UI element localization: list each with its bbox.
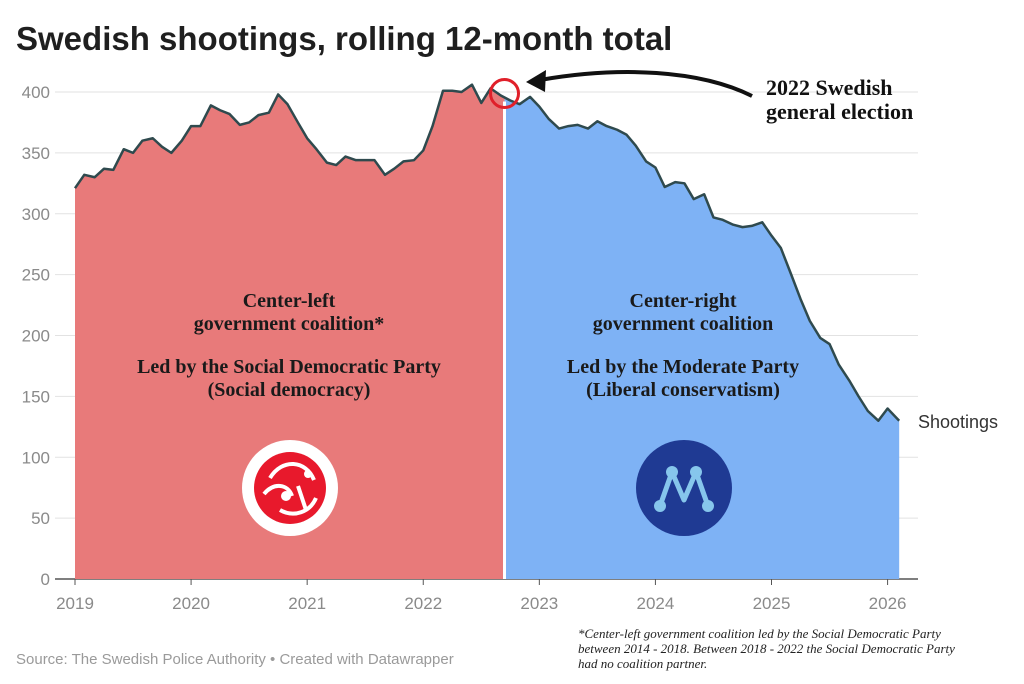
right-area-region [504,96,900,580]
left-coalition-line1: Center-left [243,290,336,312]
source-note: Source: The Swedish Police Authority • C… [16,651,454,668]
series-line-group [73,83,901,422]
x-tick-2023: 2023 [520,594,558,613]
x-tick-labels: 2019 2020 2021 2022 2023 2024 2025 2026 [56,579,907,613]
x-tick-2020: 2020 [172,594,210,613]
x-tick-2025: 2025 [753,594,791,613]
x-tick-2026: 2026 [869,594,907,613]
annotation-arrowhead-icon [526,70,546,92]
x-tick-2019: 2019 [56,594,94,613]
right-coalition-line1: Center-right [630,290,737,312]
left-party-line1: Led by the Social Democratic Party [137,356,441,378]
y-tick-100: 100 [22,448,50,467]
x-tick-2022: 2022 [404,594,442,613]
annotation-arrow [539,70,753,98]
footnote-line2: between 2014 - 2018. Between 2018 - 2022… [578,641,955,656]
annotation-line2: general election [766,99,913,124]
moderate-party-m-icon [636,440,732,536]
y-tick-400: 400 [22,83,50,102]
y-tick-350: 350 [22,144,50,163]
left-coalition-line2: government coalition* [194,313,385,335]
y-tick-200: 200 [22,327,50,346]
right-party-line2: (Liberal conservatism) [586,379,780,401]
series-label: Shootings [918,412,998,432]
y-tick-150: 150 [22,387,50,406]
y-tick-50: 50 [31,509,50,528]
y-tick-250: 250 [22,266,50,285]
y-tick-labels: 0 50 100 150 200 250 300 350 400 [22,83,50,589]
left-area-region [75,84,505,579]
footnote-line1: *Center-left government coalition led by… [578,626,941,641]
x-tick-2021: 2021 [288,594,326,613]
x-tick-2024: 2024 [637,594,675,613]
y-tick-300: 300 [22,205,50,224]
footnote-line3: had no coalition partner. [578,656,707,671]
chart-title: Swedish shootings, rolling 12-month tota… [16,20,672,57]
left-party-line2: (Social democracy) [208,379,371,401]
series-line [73,83,901,422]
y-tick-0: 0 [41,570,50,589]
right-party-line1: Led by the Moderate Party [567,356,799,378]
annotation-line1: 2022 Swedish [766,75,893,100]
right-coalition-line2: government coalition [593,313,774,335]
area-regions [75,84,900,580]
election-marker [489,77,521,109]
social-democratic-rose-icon [242,440,338,536]
